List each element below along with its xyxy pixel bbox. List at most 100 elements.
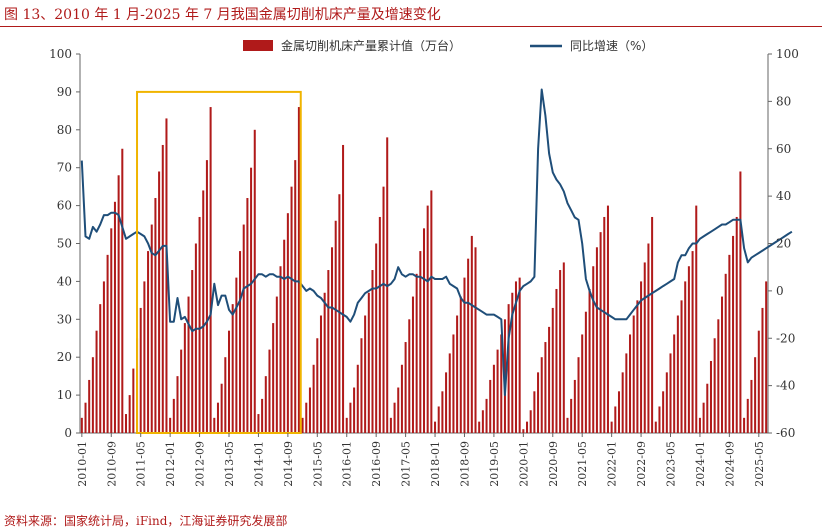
bar — [445, 372, 448, 433]
bar-series — [80, 107, 768, 434]
bar — [331, 247, 334, 433]
bar — [555, 288, 558, 433]
left-tick-label: 80 — [57, 123, 72, 137]
bar — [308, 387, 311, 433]
right-tick-label: 0 — [776, 284, 784, 298]
bar — [728, 254, 731, 433]
bar — [169, 417, 172, 433]
left-tick-label: 20 — [57, 350, 72, 364]
bar — [353, 387, 356, 433]
bar — [456, 315, 459, 433]
bar — [235, 277, 238, 433]
bar — [434, 421, 437, 433]
bar — [253, 129, 256, 434]
bar — [430, 190, 433, 433]
bar — [463, 277, 466, 433]
bar — [658, 406, 661, 433]
right-tick-label: 20 — [776, 237, 791, 251]
bar — [360, 338, 363, 433]
x-tick-label: 2024-01 — [694, 441, 707, 487]
bar — [709, 360, 712, 433]
bar — [227, 330, 231, 433]
bar — [220, 383, 223, 433]
bar — [739, 171, 742, 434]
x-tick-label: 2011-05 — [135, 441, 148, 487]
bar — [606, 205, 609, 433]
highlight-rect — [136, 90, 302, 435]
bar — [264, 376, 267, 433]
x-tick-label: 2015-05 — [311, 441, 324, 487]
x-tick-label: 2022-09 — [635, 441, 648, 487]
bar — [202, 190, 205, 433]
bar — [614, 406, 617, 433]
bar — [544, 342, 547, 433]
bar — [400, 364, 403, 433]
x-tick-label: 2016-09 — [370, 441, 383, 487]
bar — [584, 311, 587, 433]
x-tick-label: 2014-01 — [252, 441, 265, 487]
bar — [95, 330, 98, 433]
x-tick-label: 2023-05 — [665, 441, 678, 487]
bar — [389, 417, 392, 433]
x-tick-label: 2016-01 — [341, 441, 354, 487]
bar — [500, 334, 503, 433]
bar — [570, 398, 573, 433]
bar — [198, 216, 201, 433]
bar — [312, 364, 315, 433]
bar — [147, 251, 150, 433]
bar — [139, 307, 142, 433]
bar — [526, 421, 529, 433]
x-tick-label: 2018-01 — [429, 441, 442, 487]
title-divider — [0, 26, 822, 27]
bar — [231, 304, 234, 433]
bar — [533, 391, 536, 433]
right-tick-label: -20 — [776, 331, 795, 345]
bar — [297, 107, 300, 433]
bar — [647, 243, 650, 433]
bar — [507, 304, 510, 433]
x-tick-label: 2017-05 — [400, 441, 413, 487]
bar — [124, 414, 128, 433]
bar — [250, 167, 253, 433]
bar — [489, 379, 492, 433]
right-tick-label: 100 — [776, 47, 799, 61]
left-tick-label: 100 — [49, 47, 72, 61]
right-tick-label: -60 — [776, 426, 795, 440]
bar — [680, 300, 683, 433]
bar — [393, 402, 396, 433]
bar — [319, 315, 322, 433]
bar — [165, 118, 168, 434]
bar — [684, 281, 687, 433]
bar — [577, 357, 580, 433]
bar — [566, 417, 569, 433]
bar — [478, 421, 481, 433]
left-tick-label: 40 — [57, 274, 72, 288]
bar — [154, 198, 157, 433]
source-note: 资料来源：国家统计局，iFind，江海证券研究发展部 — [4, 514, 288, 528]
bar — [746, 398, 749, 433]
bar — [717, 319, 720, 433]
bar — [172, 398, 175, 433]
bar — [80, 417, 83, 433]
bar — [695, 205, 698, 433]
bar — [474, 247, 477, 433]
bar — [537, 372, 540, 433]
bar — [419, 251, 422, 433]
bar — [514, 281, 517, 433]
bar — [603, 216, 606, 433]
bar — [194, 243, 197, 433]
bar — [522, 429, 525, 433]
bar — [720, 296, 724, 433]
bar — [573, 379, 576, 433]
bar — [599, 232, 602, 433]
bar — [338, 194, 341, 433]
bar — [743, 417, 746, 433]
bar — [323, 292, 326, 433]
x-tick-label: 2020-01 — [517, 441, 530, 487]
left-tick-label: 0 — [64, 426, 72, 440]
tick-labels: 0 10 20 30 40 50 60 70 80 90 100 -60 -40 -20 0 20 40 60 80… — [49, 47, 799, 487]
bar — [113, 201, 116, 433]
bar — [629, 334, 632, 433]
bar — [485, 398, 488, 433]
